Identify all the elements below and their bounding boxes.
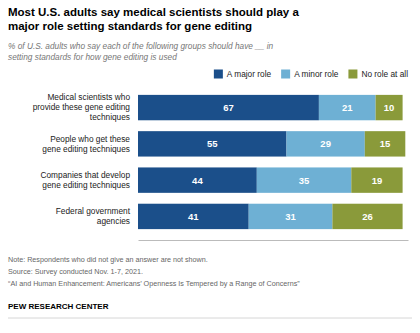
legend-item: No role at all: [348, 69, 408, 79]
legend-label: No role at all: [361, 69, 408, 79]
notes: Note: Respondents who did not give an an…: [8, 255, 300, 288]
tick-label: People who get thesegene editing techniq…: [42, 134, 130, 154]
data-label: 41: [188, 211, 199, 222]
bar: [365, 131, 406, 156]
tick: Medical scientists whoprovide these gene…: [33, 92, 131, 122]
data-label: 55: [207, 138, 218, 149]
tick: People who get thesegene editing techniq…: [42, 134, 130, 154]
data-label: 29: [320, 138, 331, 149]
legend-swatch: [281, 70, 290, 79]
tick-label: Federal governmentagencies: [56, 206, 131, 226]
y-axis: Medical scientists whoprovide these gene…: [33, 92, 131, 226]
bar: [138, 95, 319, 120]
plot: 67 55 44 41 21 29 35 31 10 15 19 26 Medical scientis…: [33, 92, 409, 240]
data-label: 21: [342, 102, 353, 113]
bar: [332, 204, 402, 229]
data-label: 26: [362, 211, 373, 222]
series: [332, 95, 405, 229]
legend: No role at all A minor role A major role: [214, 69, 408, 79]
footer: PEW RESEARCH CENTER: [8, 302, 109, 311]
text-line: techniques: [90, 112, 130, 122]
legend-swatch: [214, 70, 223, 79]
text-line: People who get these: [50, 134, 130, 144]
tick: Companies that developgene editing techn…: [41, 170, 131, 190]
data-label: 15: [380, 138, 391, 149]
chart: Most U.S. adults say medical scientists …: [0, 0, 420, 333]
tick: Federal governmentagencies: [56, 206, 131, 226]
text-line: Most U.S. adults say medical scientists …: [8, 6, 299, 18]
bar: [138, 204, 249, 229]
legend-label: A major role: [227, 69, 272, 79]
legend-label: A minor role: [294, 69, 339, 79]
tick-label: Companies that developgene editing techn…: [41, 170, 131, 190]
bar: [351, 167, 402, 192]
text-line: % of U.S. adults who say each of the fol…: [8, 41, 274, 51]
bar: [138, 167, 257, 192]
text-line: Medical scientists who: [47, 92, 130, 102]
tick-label: Medical scientists whoprovide these gene…: [33, 92, 131, 122]
data-label: 19: [372, 175, 383, 186]
text-line: gene editing techniques: [42, 180, 130, 190]
legend-swatch: [348, 70, 357, 79]
legend-item: A major role: [214, 69, 272, 79]
bar: [249, 204, 333, 229]
bar: [257, 167, 352, 192]
note: Note: Respondents who did not give an an…: [8, 255, 208, 264]
text-line: Federal government: [56, 206, 131, 216]
bars: [138, 95, 405, 229]
x-axis: [139, 240, 409, 241]
text-line: provide these gene editing: [33, 102, 131, 112]
data-label: 44: [192, 175, 203, 186]
bar: [138, 131, 287, 156]
subtitle: % of U.S. adults who say each of the fol…: [8, 41, 274, 62]
text-line: Companies that develop: [41, 170, 131, 180]
data-labels: 67 55 44 41 21 29 35 31 10 15 19 26: [188, 102, 394, 222]
data-label: 67: [223, 102, 234, 113]
bar: [319, 95, 376, 120]
note: Source: Survey conducted Nov. 1-7, 2021.: [8, 267, 143, 276]
data-label: 31: [285, 211, 296, 222]
data-label: 10: [384, 102, 395, 113]
text-line: gene editing techniques: [42, 143, 130, 153]
bar: [376, 95, 403, 120]
bar: [287, 131, 365, 156]
title: Most U.S. adults say medical scientists …: [8, 6, 299, 32]
data-label: 35: [299, 175, 310, 186]
axis-line: [139, 240, 409, 241]
legend-item: A minor role: [281, 69, 339, 79]
text-line: setting standards for how gene editing i…: [8, 52, 177, 62]
text-line: major role setting standards for gene ed…: [8, 20, 252, 32]
separator: [8, 318, 412, 319]
note: “AI and Human Enhancement: Americans’ Op…: [8, 279, 300, 288]
text-line: agencies: [97, 216, 130, 226]
